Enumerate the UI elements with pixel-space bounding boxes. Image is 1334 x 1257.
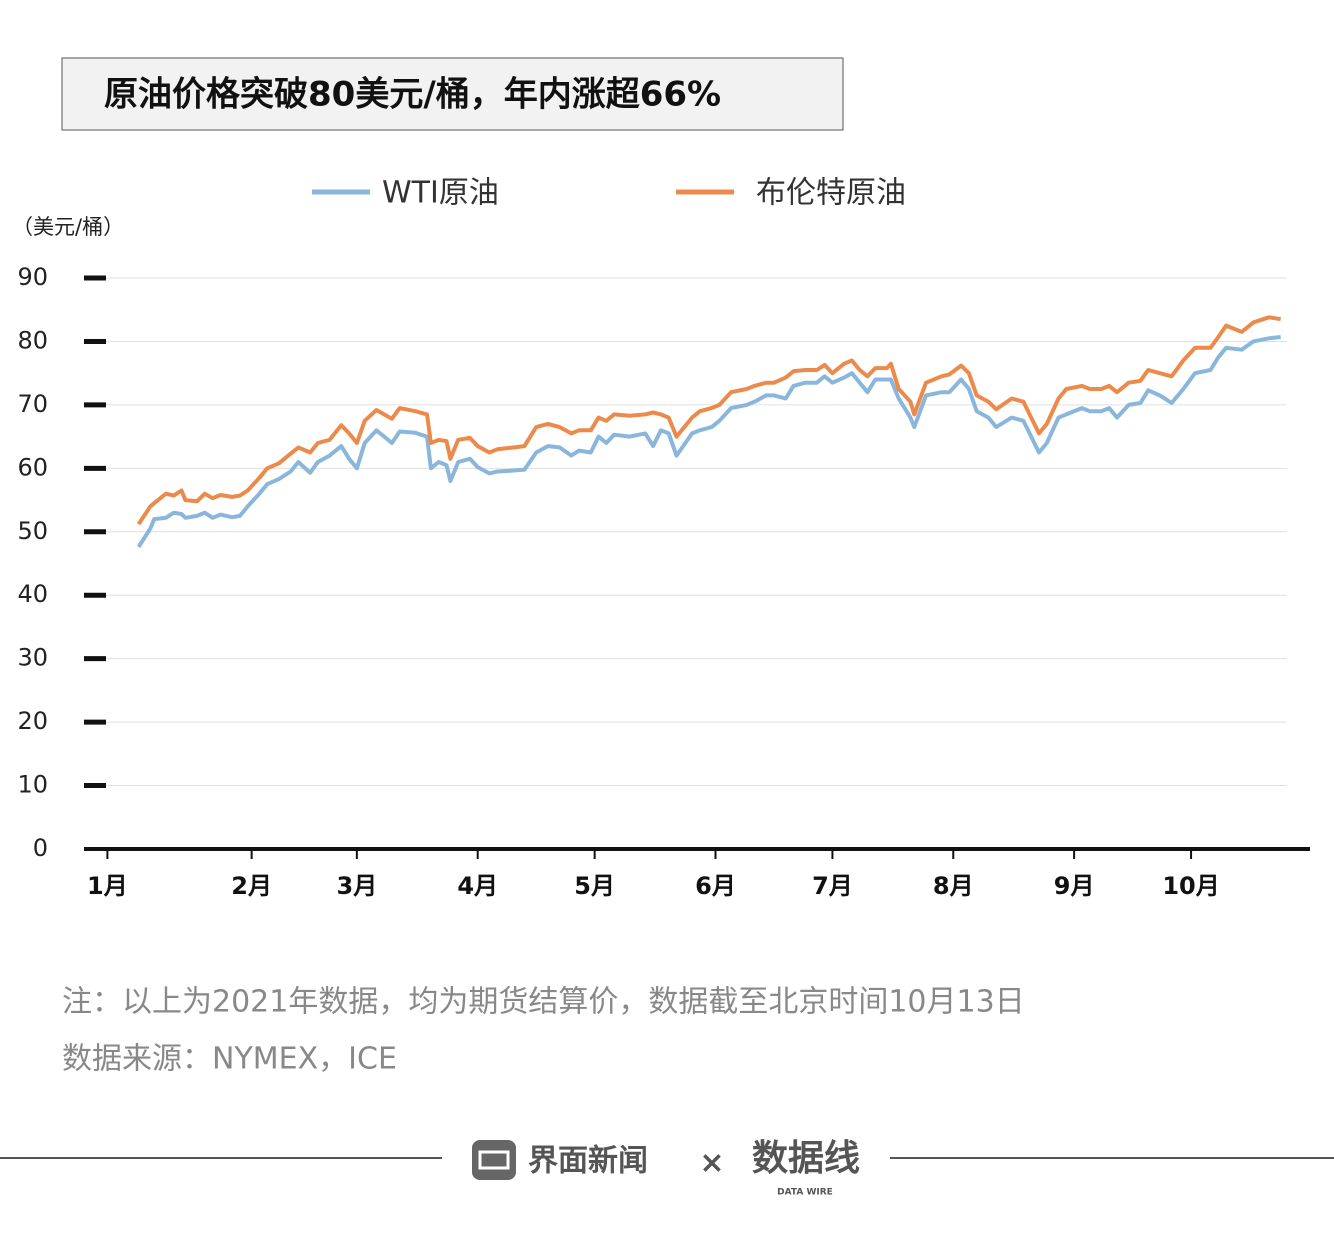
footer-separator: × xyxy=(699,1146,724,1181)
series-line xyxy=(136,315,1282,526)
x-tick-label: 10月 xyxy=(1162,872,1219,900)
x-tick-label: 3月 xyxy=(337,872,378,900)
y-tick-label: 60 xyxy=(17,453,48,481)
x-tick-label: 5月 xyxy=(574,872,615,900)
y-tick-label: 70 xyxy=(17,390,48,418)
y-tick-label: 10 xyxy=(17,771,48,799)
brand-icon xyxy=(472,1140,516,1180)
x-tick-label: 8月 xyxy=(933,872,974,900)
y-tick-label: 50 xyxy=(17,517,48,545)
x-tick-label: 1月 xyxy=(87,872,128,900)
title-box xyxy=(61,57,844,131)
y-tick-label: 90 xyxy=(17,263,48,291)
y-tick-label: 0 xyxy=(33,834,48,862)
y-tick-label: 30 xyxy=(17,644,48,672)
y-tick-label: 20 xyxy=(17,707,48,735)
chart-title: 原油价格突破80美元/桶，年内涨超66% xyxy=(104,75,721,115)
source: 数据来源：NYMEX，ICE xyxy=(62,1042,397,1077)
y-axis-unit: （美元/桶） xyxy=(12,215,124,239)
x-tick-label: 4月 xyxy=(457,872,498,900)
y-tick-label: 40 xyxy=(17,580,48,608)
legend-label: WTI原油 xyxy=(382,176,499,211)
series-line xyxy=(136,335,1281,549)
x-tick-label: 9月 xyxy=(1054,872,1095,900)
legend-label: 布伦特原油 xyxy=(756,176,906,211)
footer-brand: 界面新闻 xyxy=(528,1144,648,1179)
footer-partner-tagline: DATA WIRE xyxy=(777,1188,833,1198)
note: 注：以上为2021年数据，均为期货结算价，数据截至北京时间10月13日 xyxy=(62,985,1025,1020)
x-tick-label: 7月 xyxy=(812,872,853,900)
x-tick-label: 2月 xyxy=(231,872,272,900)
brand-icon-mark xyxy=(478,1150,510,1170)
footer-partner: 数据线 xyxy=(752,1138,860,1179)
y-tick-label: 80 xyxy=(17,326,48,354)
x-tick-label: 6月 xyxy=(695,872,736,900)
